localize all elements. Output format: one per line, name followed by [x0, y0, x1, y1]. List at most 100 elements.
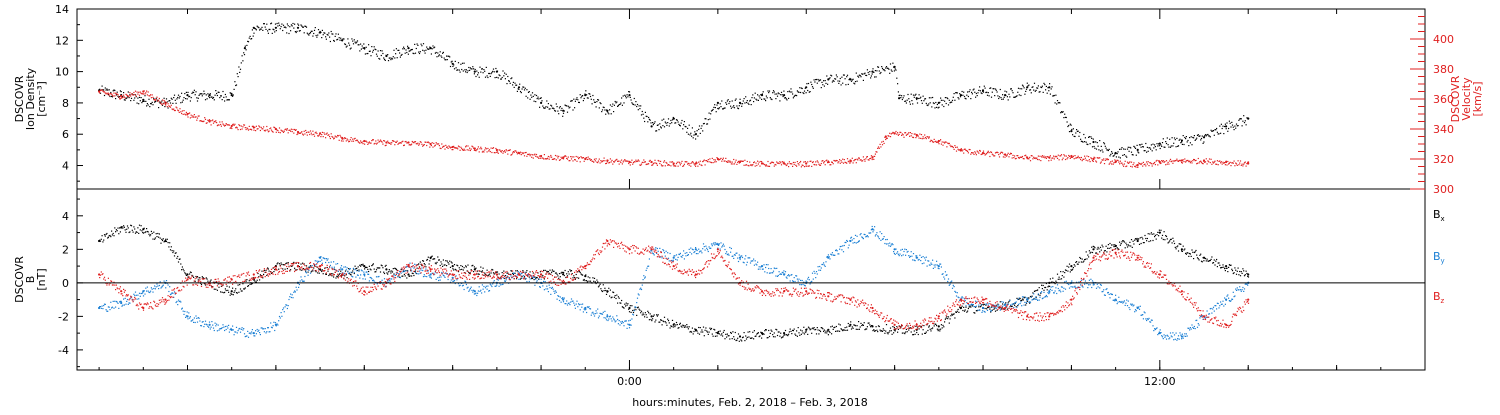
- data-sample: [177, 109, 179, 111]
- data-sample: [791, 163, 793, 165]
- data-sample: [1212, 162, 1215, 164]
- data-sample: [623, 307, 625, 309]
- data-sample: [395, 141, 397, 143]
- data-sample: [538, 98, 540, 100]
- data-sample: [816, 327, 818, 329]
- data-sample: [210, 96, 212, 98]
- data-sample: [531, 154, 534, 156]
- data-sample: [887, 135, 889, 137]
- data-sample: [155, 98, 157, 100]
- data-sample: [772, 90, 775, 92]
- data-sample: [1143, 150, 1145, 152]
- data-sample: [702, 160, 705, 162]
- data-sample: [503, 151, 505, 153]
- data-sample: [109, 93, 111, 95]
- data-sample: [427, 256, 429, 258]
- data-sample: [802, 92, 804, 94]
- data-sample: [608, 162, 610, 164]
- data-sample: [1008, 156, 1010, 158]
- data-sample: [1203, 141, 1205, 143]
- data-sample: [456, 69, 458, 71]
- data-sample: [1075, 261, 1077, 263]
- data-sample: [457, 69, 459, 71]
- data-sample: [302, 26, 304, 28]
- data-sample: [847, 160, 849, 162]
- data-sample: [145, 231, 147, 233]
- data-sample: [790, 88, 792, 90]
- data-sample: [704, 329, 706, 331]
- data-sample: [498, 273, 500, 275]
- data-sample: [224, 124, 226, 126]
- data-sample: [614, 160, 616, 162]
- data-sample: [628, 91, 631, 93]
- data-sample: [1238, 274, 1240, 276]
- data-sample: [1115, 160, 1117, 162]
- data-sample: [928, 326, 930, 328]
- data-sample: [575, 98, 577, 100]
- data-sample: [185, 111, 187, 113]
- data-sample: [478, 151, 480, 153]
- data-point: [760, 332, 764, 335]
- data-sample: [422, 144, 425, 146]
- data-sample: [228, 286, 230, 288]
- data-sample: [468, 66, 470, 69]
- data-sample: [99, 88, 101, 90]
- data-sample: [278, 127, 281, 129]
- data-sample: [397, 49, 399, 51]
- data-sample: [395, 272, 397, 274]
- data-sample: [1196, 163, 1198, 165]
- data-sample: [969, 149, 971, 151]
- data-sample: [1246, 117, 1248, 119]
- data-sample: [453, 68, 456, 70]
- data-sample: [471, 265, 473, 267]
- data-sample: [552, 270, 554, 272]
- data-sample: [833, 159, 835, 162]
- data-sample: [1002, 94, 1004, 96]
- data-sample: [1114, 153, 1116, 155]
- data-sample: [1014, 304, 1016, 306]
- data-sample: [570, 156, 572, 158]
- data-sample: [700, 331, 702, 333]
- data-sample: [851, 326, 853, 328]
- data-sample: [1123, 154, 1125, 156]
- data-sample: [604, 109, 606, 111]
- data-sample: [1111, 163, 1113, 165]
- data-sample: [982, 90, 984, 92]
- data-sample: [357, 141, 359, 143]
- data-sample: [282, 24, 285, 26]
- data-sample: [729, 101, 731, 103]
- data-sample: [1042, 156, 1044, 158]
- data-point: [385, 268, 388, 271]
- data-sample: [738, 162, 740, 164]
- data-sample: [636, 307, 639, 309]
- data-sample: [749, 100, 751, 102]
- data-sample: [1204, 257, 1206, 259]
- data-sample: [179, 95, 181, 98]
- data-sample: [200, 120, 202, 122]
- data-sample: [1065, 116, 1067, 119]
- data-sample: [480, 266, 482, 268]
- data-sample: [384, 59, 386, 61]
- data-sample: [477, 146, 479, 148]
- data-sample: [151, 288, 153, 290]
- data-sample: [239, 68, 242, 70]
- data-sample: [1142, 146, 1144, 148]
- data-sample: [315, 271, 317, 273]
- data-sample: [446, 55, 448, 57]
- data-sample: [509, 82, 511, 84]
- data-sample: [838, 161, 840, 163]
- data-sample: [265, 269, 267, 272]
- data-sample: [277, 130, 279, 132]
- data-sample: [659, 123, 661, 125]
- data-sample: [1092, 138, 1094, 140]
- data-sample: [540, 97, 542, 99]
- data-sample: [267, 32, 269, 34]
- data-sample: [1087, 160, 1089, 162]
- data-sample: [474, 268, 476, 270]
- data-sample: [1170, 145, 1172, 147]
- data-sample: [126, 94, 128, 96]
- data-sample: [604, 287, 606, 289]
- data-sample: [256, 128, 258, 130]
- data-sample: [354, 269, 356, 271]
- data-sample: [531, 156, 533, 158]
